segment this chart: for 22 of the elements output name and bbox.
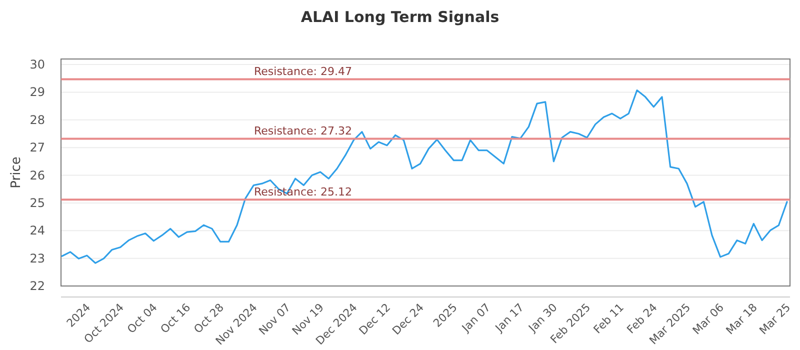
y-tick-label: 28 [30, 112, 45, 127]
chart-title: ALAI Long Term Signals [300, 8, 500, 26]
y-tick-label: 25 [30, 196, 45, 210]
y-tick-label: 27 [30, 140, 45, 155]
ref-line-label: Resistance: 29.47 [254, 65, 352, 78]
y-tick-label: 24 [30, 224, 45, 238]
y-tick-label: 23 [30, 251, 45, 266]
ref-line-label: Resistance: 27.32 [254, 124, 352, 138]
x-tick-label: Mar 06 [690, 300, 726, 338]
ref-line-label: Resistance: 25.12 [254, 186, 352, 199]
y-tick-label: 29 [30, 85, 45, 100]
x-tick-label: Feb 11 [591, 300, 626, 336]
y-tick-label: 22 [30, 279, 45, 293]
line-series [61, 89, 788, 264]
x-tick-label: Oct 04 [124, 300, 160, 336]
x-tick-label: Jan 07 [458, 300, 494, 336]
y-tick-label: 26 [30, 168, 45, 182]
x-tick-label: Jan 17 [492, 300, 526, 336]
y-axis-title: Price [9, 156, 24, 188]
y-tick-label: 30 [30, 58, 45, 72]
x-tick-label: Oct 16 [158, 300, 194, 336]
x-tick-label: Nov 07 [256, 300, 294, 338]
